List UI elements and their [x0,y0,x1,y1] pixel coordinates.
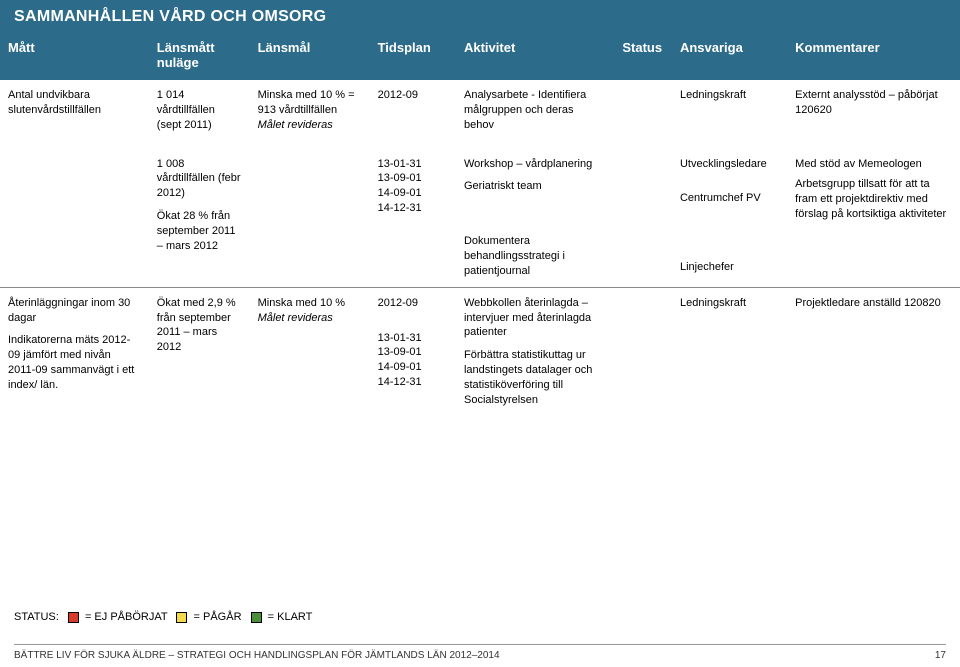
cell-ansv: Ledningskraft [672,80,787,141]
cell-komm-p1: Med stöd av Memeologen [795,157,952,172]
table-row: 1 008 vårdtillfällen (febr 2012) Ökat 28… [0,141,960,288]
cell-nulage: Ökat med 2,9 % från september 2011 – mar… [149,287,250,415]
cell-status [614,80,672,141]
cell-nulage-p2: Ökat 28 % från september 2011 – mars 201… [157,209,242,254]
status-green-icon [251,612,262,623]
footer-rule [14,644,946,645]
cell-nulage-p1: 1 008 vårdtillfällen (febr 2012) [157,157,242,202]
cell-tid: 2012-09 13-01-31 13-09-01 14-09-01 14-12… [370,287,456,415]
status-red-icon [68,612,79,623]
cell-ansv-p2: Centrumchef PV [680,191,779,206]
th-mal: Länsmål [250,34,370,80]
cell-akt-p1: Webbkollen återinlagda – intervjuer med … [464,296,606,341]
status-green-text: = KLART [268,611,313,623]
footer-text: BÄTTRE LIV FÖR SJUKA ÄLDRE – STRATEGI OC… [14,650,500,661]
cell-tid-p1: 2012-09 [378,296,448,311]
th-nulage-l2: nuläge [157,55,242,70]
footer-page-number: 17 [935,650,946,661]
th-ansv: Ansvariga [672,34,787,80]
cell-akt-p2: Förbättra statistikuttag ur landstingets… [464,348,606,407]
cell-akt-p3: Dokumentera behandlingsstrategi i patien… [464,234,606,279]
cell-status [614,287,672,415]
status-yellow-icon [176,612,187,623]
cell-nulage: 1 014 vårdtillfällen (sept 2011) [149,80,250,141]
cell-komm-p2: Arbetsgrupp tillsatt för att ta fram ett… [795,177,952,222]
th-komm: Kommentarer [787,34,960,80]
th-nulage-l1: Länsmått [157,40,215,55]
status-red-text: = EJ PÅBÖRJAT [85,611,167,623]
th-nulage: Länsmått nuläge [149,34,250,80]
cell-mal: Minska med 10 % = 913 vårdtillfällen Mål… [250,80,370,141]
table-header-row: Mått Länsmått nuläge Länsmål Tidsplan Ak… [0,34,960,80]
cell-ansv-p3: Linjechefer [680,260,779,275]
cell-mal-l1: Minska med 10 % [258,297,345,309]
cell-status [614,141,672,288]
cell-nulage: 1 008 vårdtillfällen (febr 2012) Ökat 28… [149,141,250,288]
cell-matt: Antal undvikbara slutenvårdstillfällen [0,80,149,141]
status-legend-label: STATUS: [14,611,59,623]
cell-akt-p1: Workshop – vårdplanering [464,157,606,172]
cell-matt [0,141,149,288]
cell-komm: Projektledare anställd 120820 [787,287,960,415]
cell-ansv: Utvecklingsledare Centrumchef PV Linjech… [672,141,787,288]
th-akt: Aktivitet [456,34,614,80]
cell-tid: 13-01-31 13-09-01 14-09-01 14-12-31 [370,141,456,288]
table-row: Återinläggningar inom 30 dagar Indikator… [0,287,960,415]
cell-ansv-p1: Utvecklingsledare [680,157,779,172]
cell-komm: Externt analysstöd – påbörjat 120620 [787,80,960,141]
th-matt: Mått [0,34,149,80]
cell-akt: Webbkollen återinlagda – intervjuer med … [456,287,614,415]
cell-ansv: Ledningskraft [672,287,787,415]
cell-mal: Minska med 10 % Målet revideras [250,287,370,415]
cell-mal-l2: Målet revideras [258,119,333,131]
cell-akt-p2: Geriatriskt team [464,179,606,194]
cell-mal [250,141,370,288]
status-yellow-text: = PÅGÅR [194,611,242,623]
cell-matt-p2: Indikatorerna mäts 2012-09 jämfört med n… [8,333,141,392]
cell-akt: Analysarbete - Identifiera målgruppen oc… [456,80,614,141]
cell-matt: Återinläggningar inom 30 dagar Indikator… [0,287,149,415]
th-status: Status [614,34,672,80]
cell-mal-l2: Målet revideras [258,312,333,324]
cell-mal-l1: Minska med 10 % = 913 vårdtillfällen [258,89,355,116]
cell-matt-p1: Återinläggningar inom 30 dagar [8,296,141,326]
section-banner: SAMMANHÅLLEN VÅRD OCH OMSORG [0,0,960,34]
th-tid: Tidsplan [370,34,456,80]
cell-tid-p2: 13-01-31 13-09-01 14-09-01 14-12-31 [378,331,448,390]
plan-table: Mått Länsmått nuläge Länsmål Tidsplan Ak… [0,34,960,416]
cell-akt: Workshop – vårdplanering Geriatriskt tea… [456,141,614,288]
page-root: SAMMANHÅLLEN VÅRD OCH OMSORG Mått Länsmå… [0,0,960,667]
table-row: Antal undvikbara slutenvårdstillfällen 1… [0,80,960,141]
cell-komm: Med stöd av Memeologen Arbetsgrupp tills… [787,141,960,288]
status-legend: STATUS: = EJ PÅBÖRJAT = PÅGÅR = KLART [14,611,312,623]
cell-tid: 2012-09 [370,80,456,141]
